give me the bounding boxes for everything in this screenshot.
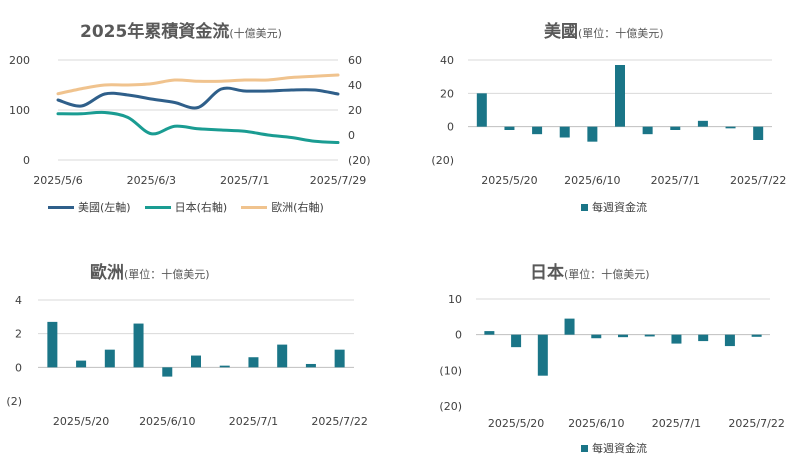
bar (559, 126, 570, 138)
bar (698, 334, 709, 342)
europe-flow-panel: 歐洲(單位：十億美元) (2) 0 2 4 2025/5/20 2025/6/10 2025… (0, 238, 380, 462)
legend-us-swatch (48, 205, 74, 209)
japan-legend-swatch (581, 444, 588, 452)
y-right-tick-label: 20 (348, 104, 362, 117)
bar (670, 126, 681, 130)
bar (191, 355, 201, 368)
x-tick-label: 2025/6/10 (139, 415, 195, 428)
legend-europe: 歐洲(右軸) (241, 199, 324, 215)
y-tick-label: (20) (431, 154, 454, 167)
bar (104, 349, 115, 368)
x-tick-label: 2025/7/1 (229, 415, 278, 428)
bar (219, 365, 230, 368)
x-tick-label: 2025/7/22 (728, 417, 784, 430)
bar (334, 349, 345, 368)
y-tick-label: 2 (15, 328, 22, 341)
us-chart-title: 美國(單位：十億美元) (544, 22, 664, 42)
legend-japan-swatch (144, 205, 171, 209)
bar (476, 93, 487, 127)
bar (671, 334, 682, 344)
bar (511, 334, 522, 348)
bar (277, 344, 288, 368)
x-tick-label: 2025/5/20 (53, 415, 109, 428)
bar (47, 321, 58, 368)
x-tick-label: 2025/5/20 (488, 417, 544, 430)
y-tick-label: 20 (440, 87, 454, 100)
us-flow-panel: 美國(單位：十億美元) (20) 0 20 40 2025/5/20 2025/6/10 2… (400, 0, 788, 230)
japan-chart-title: 日本(單位：十億美元) (530, 263, 650, 283)
x-tick-label: 2025/6/10 (568, 417, 624, 430)
series-line (56, 73, 340, 96)
bar (697, 120, 708, 127)
bar (537, 334, 548, 376)
x-tick-label: 2025/7/1 (220, 174, 269, 187)
y-tick-label: (2) (6, 395, 22, 408)
y-tick-label: (10) (439, 364, 462, 377)
bar (532, 126, 543, 135)
bar (591, 334, 602, 339)
bar (133, 323, 144, 368)
japan-bar-chart: (20) (10) 0 10 2025/5/20 2025/6/10 2025/7/1 202… (439, 293, 784, 430)
y-left-tick-label: 0 (23, 154, 30, 167)
japan-legend: 每週資金流 (581, 440, 647, 456)
bar (564, 318, 575, 335)
main-legend: 美國(左軸) 日本(右軸) 歐洲(右軸) (48, 199, 324, 215)
bar (725, 126, 736, 129)
us-legend: 每週資金流 (581, 199, 647, 215)
bar (305, 363, 316, 368)
y-right-tick-label: 0 (348, 129, 355, 142)
legend-us: 美國(左軸) (48, 199, 131, 215)
y-tick-label: 0 (455, 329, 462, 342)
bar (615, 65, 625, 127)
bar (162, 367, 173, 377)
bar (724, 334, 735, 347)
main-chart-title: 2025年累積資金流(十億美元) (80, 22, 282, 42)
y-tick-label: 0 (15, 361, 22, 374)
x-tick-label: 2025/5/6 (33, 174, 82, 187)
x-tick-label: 2025/6/10 (564, 174, 620, 187)
x-tick-label: 2025/7/22 (311, 415, 367, 428)
series-line (56, 110, 340, 144)
europe-chart-title: 歐洲(單位：十億美元) (90, 263, 210, 283)
y-left-tick-label: 200 (9, 54, 30, 67)
japan-flow-panel: 日本(單位：十億美元) (20) (10) 0 10 2025/5/20 2025/6/1… (400, 238, 788, 462)
bar (587, 126, 598, 142)
x-tick-label: 2025/7/22 (730, 174, 786, 187)
bar (753, 126, 764, 140)
y-tick-label: 40 (440, 54, 454, 67)
x-tick-label: 2025/7/1 (652, 417, 701, 430)
bar (484, 331, 495, 335)
series-line (56, 86, 340, 110)
y-tick-label: (20) (439, 400, 462, 413)
legend-europe-swatch (241, 205, 268, 209)
y-right-tick-label: 60 (348, 54, 362, 67)
legend-japan: 日本(右軸) (144, 199, 227, 215)
y-tick-label: 4 (15, 294, 22, 307)
bar (504, 126, 515, 130)
us-legend-swatch (581, 203, 588, 211)
bar (751, 334, 762, 337)
cumulative-line-chart: 0 100 200 (20) 0 20 40 60 2025/5/6 2025/6/3 2025/7… (9, 54, 371, 187)
x-tick-label: 2025/7/1 (651, 174, 700, 187)
us-bar-chart: (20) 0 20 40 2025/5/20 2025/6/10 2025/7/1 2025/… (431, 54, 786, 187)
bar (644, 334, 655, 337)
bar (76, 360, 87, 368)
y-tick-label: 0 (447, 121, 454, 134)
x-tick-label: 2025/5/20 (481, 174, 537, 187)
x-tick-label: 2025/6/3 (127, 174, 176, 187)
y-tick-label: 10 (448, 293, 462, 306)
y-right-tick-label: 40 (348, 79, 362, 92)
y-left-tick-label: 100 (9, 104, 30, 117)
bar (248, 357, 259, 368)
y-right-tick-label: (20) (348, 154, 371, 167)
x-tick-label: 2025/7/29 (310, 174, 366, 187)
cumulative-flow-panel: 2025年累積資金流(十億美元) 0 100 200 (20) 0 20 40 60 2025/… (0, 0, 380, 230)
bar (642, 126, 653, 135)
europe-bar-chart: (2) 0 2 4 2025/5/20 2025/6/10 2025/7/1 2025/7/2… (6, 294, 367, 428)
bar (618, 334, 628, 338)
